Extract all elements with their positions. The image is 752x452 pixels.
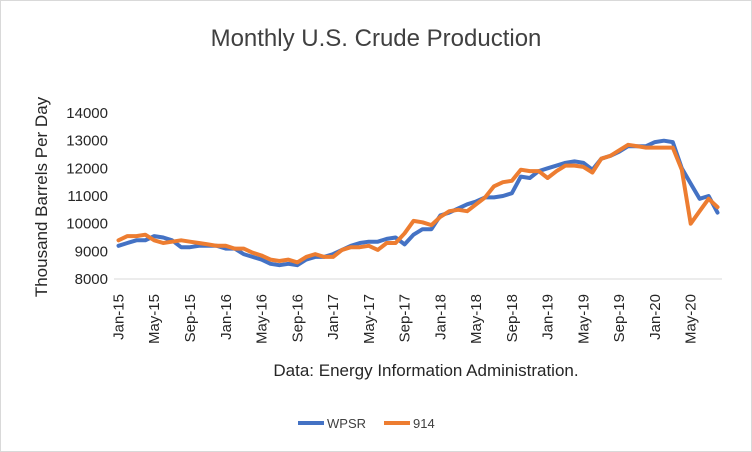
x-tick-label: May-16 [254, 294, 271, 344]
y-axis-title: Thousand Barrels Per Day [32, 96, 51, 297]
x-tick-label: Sep-17 [397, 294, 414, 342]
legend: WPSR 914 [298, 416, 435, 431]
x-tick-label: Jan-19 [540, 294, 557, 340]
chart-title: Monthly U.S. Crude Production [211, 25, 542, 52]
x-tick-label: Sep-19 [611, 294, 628, 342]
y-tick-label: 14000 [66, 105, 108, 122]
x-axis-ticks: Jan-15 May-15 Sep-15 Jan-16 May-16 Sep-16 Jan-… [110, 294, 699, 344]
x-tick-label: Jan-15 [110, 294, 127, 340]
series-line-wpsr [116, 138, 720, 268]
y-tick-label: 8000 [75, 271, 108, 288]
x-tick-label: Jan-17 [325, 294, 342, 340]
y-tick-label: 9000 [75, 243, 108, 260]
x-tick-label: Sep-16 [289, 294, 306, 342]
x-tick-label: Jan-20 [647, 294, 664, 340]
legend-label-wpsr: WPSR [327, 416, 366, 431]
y-tick-label: 11000 [67, 188, 108, 205]
y-tick-label: 13000 [66, 133, 108, 150]
series-lines [116, 138, 720, 268]
x-tick-label: Jan-18 [432, 294, 449, 340]
y-axis-ticks: 8000 9000 10000 11000 12000 13000 14000 [66, 105, 108, 288]
legend-label-914: 914 [413, 416, 435, 431]
x-tick-label: Sep-15 [182, 294, 199, 342]
x-tick-label: May-18 [468, 294, 485, 344]
x-axis-title: Data: Energy Information Administration. [273, 361, 578, 380]
x-tick-label: Jan-16 [218, 294, 235, 340]
y-tick-label: 10000 [66, 216, 108, 233]
x-tick-label: May-15 [146, 294, 163, 344]
x-tick-label: May-17 [361, 294, 378, 344]
series-line-914 [116, 142, 720, 265]
y-tick-label: 12000 [66, 160, 108, 177]
x-tick-label: Sep-18 [504, 294, 521, 342]
x-tick-label: May-19 [575, 294, 592, 344]
x-tick-label: May-20 [683, 294, 700, 344]
